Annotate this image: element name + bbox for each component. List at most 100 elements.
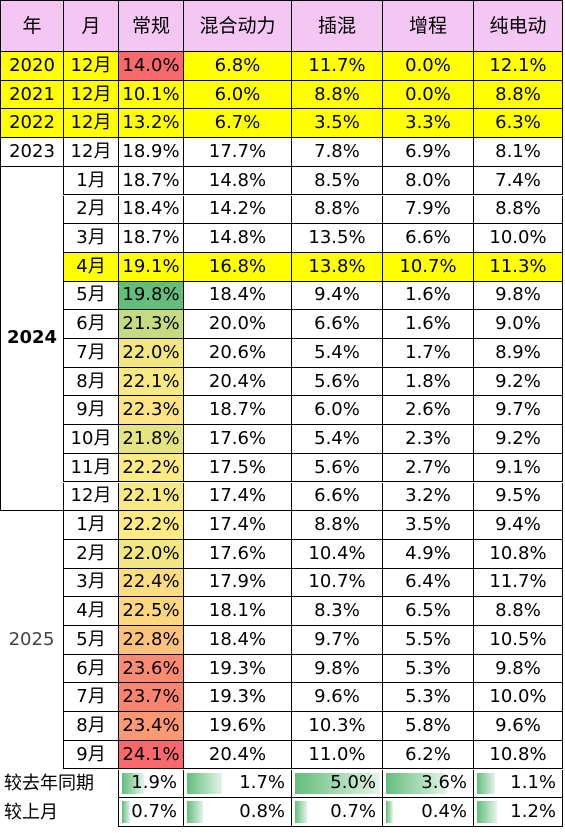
value-cell: 22.2%: [118, 511, 183, 540]
value-cell: 21.8%: [118, 425, 183, 454]
value-cell: 13.8%: [291, 252, 382, 282]
value-cell: 1.7%: [382, 339, 473, 368]
month-label: 1月: [63, 166, 118, 196]
month-label: 12月: [63, 52, 118, 81]
comparison-value-text: 1.7%: [239, 772, 285, 794]
month-label: 1月: [63, 511, 118, 540]
header-cell: 常规: [118, 0, 183, 52]
value-cell: 18.4%: [118, 195, 183, 225]
month-label: 2月: [63, 195, 118, 225]
value-cell: 5.4%: [291, 339, 382, 368]
value-cell: 20.4%: [183, 367, 291, 397]
header-cell: 月: [63, 0, 118, 52]
comparison-value: 0.7%: [291, 798, 382, 827]
value-cell: 10.7%: [382, 252, 473, 282]
value-cell: 6.7%: [183, 109, 291, 139]
value-cell: 9.8%: [291, 654, 382, 684]
value-cell: 5.3%: [382, 654, 473, 684]
header-cell: 年: [0, 0, 63, 52]
value-cell: 22.1%: [118, 482, 183, 512]
value-cell: 5.8%: [382, 712, 473, 741]
value-cell: 9.2%: [473, 367, 563, 397]
value-cell: 22.3%: [118, 396, 183, 426]
month-label: 6月: [63, 310, 118, 339]
data-bar: [295, 772, 380, 795]
value-cell: 6.4%: [382, 568, 473, 598]
comparison-value-text: 3.6%: [421, 772, 467, 794]
value-cell: 0.0%: [382, 80, 473, 110]
data-bar: [122, 772, 144, 795]
value-cell: 17.6%: [183, 539, 291, 569]
value-cell: 22.4%: [118, 568, 183, 598]
value-cell: 11.7%: [291, 52, 382, 81]
value-cell: 9.0%: [473, 310, 563, 339]
value-cell: 11.3%: [473, 252, 563, 282]
value-cell: 2.6%: [382, 396, 473, 426]
value-cell: 3.3%: [382, 109, 473, 139]
value-cell: 8.8%: [291, 195, 382, 225]
value-cell: 24.1%: [118, 740, 183, 770]
data-bar: [187, 772, 222, 795]
value-cell: 9.1%: [473, 453, 563, 483]
value-cell: 13.5%: [291, 224, 382, 253]
month-label: 5月: [63, 626, 118, 655]
value-cell: 8.0%: [382, 166, 473, 196]
value-cell: 6.0%: [291, 396, 382, 426]
value-cell: 12.1%: [473, 52, 563, 81]
value-cell: 1.8%: [382, 367, 473, 397]
value-cell: 8.8%: [291, 80, 382, 110]
value-cell: 5.4%: [291, 425, 382, 454]
value-cell: 10.0%: [473, 683, 563, 713]
month-label: 8月: [63, 712, 118, 741]
value-cell: 22.2%: [118, 453, 183, 483]
month-label: 7月: [63, 339, 118, 368]
value-cell: 10.7%: [291, 568, 382, 598]
month-label: 7月: [63, 683, 118, 713]
comparison-value-text: 0.7%: [330, 801, 376, 823]
value-cell: 7.9%: [382, 195, 473, 225]
value-cell: 9.6%: [291, 683, 382, 713]
month-label: 12月: [63, 109, 118, 139]
value-cell: 2.3%: [382, 425, 473, 454]
comparison-value: 0.8%: [183, 798, 291, 827]
value-cell: 13.2%: [118, 109, 183, 139]
value-cell: 20.6%: [183, 339, 291, 368]
data-bar: [477, 801, 497, 823]
data-bar: [477, 772, 495, 795]
value-cell: 11.0%: [291, 740, 382, 770]
value-cell: 10.5%: [473, 626, 563, 655]
month-label: 6月: [63, 654, 118, 684]
value-cell: 10.4%: [291, 539, 382, 569]
value-cell: 14.2%: [183, 195, 291, 225]
month-label: 3月: [63, 568, 118, 598]
month-label: 9月: [63, 740, 118, 770]
value-cell: 3.2%: [382, 482, 473, 512]
value-cell: 17.5%: [183, 453, 291, 483]
month-label: 5月: [63, 281, 118, 311]
header-cell: 插混: [291, 0, 382, 52]
year-group-label: 2025: [8, 629, 55, 651]
month-label: 3月: [63, 224, 118, 253]
month-label: 4月: [63, 597, 118, 626]
month-label: 12月: [63, 482, 118, 512]
comparison-value-text: 0.8%: [239, 801, 285, 823]
value-cell: 1.6%: [382, 310, 473, 339]
value-cell: 8.8%: [473, 80, 563, 110]
value-cell: 7.4%: [473, 166, 563, 196]
value-cell: 1.6%: [382, 281, 473, 311]
value-cell: 14.8%: [183, 224, 291, 253]
value-cell: 11.7%: [473, 568, 563, 598]
value-cell: 6.8%: [183, 52, 291, 81]
value-cell: 3.5%: [291, 109, 382, 139]
month-label: 10月: [63, 425, 118, 454]
value-cell: 3.5%: [382, 511, 473, 540]
value-cell: 6.0%: [183, 80, 291, 110]
year-label: 2020: [0, 52, 63, 81]
data-bar: [386, 801, 393, 823]
value-cell: 23.6%: [118, 654, 183, 684]
value-cell: 22.0%: [118, 339, 183, 368]
value-cell: 18.7%: [118, 166, 183, 196]
value-cell: 10.8%: [473, 740, 563, 770]
value-cell: 10.3%: [291, 712, 382, 741]
